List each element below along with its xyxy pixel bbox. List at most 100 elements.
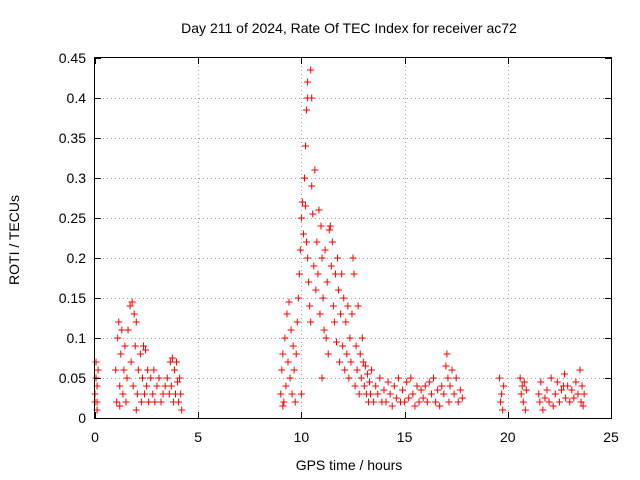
data-point: [168, 354, 176, 362]
y-tick-label: 0.3: [67, 170, 87, 186]
data-point: [536, 398, 544, 406]
data-point: [353, 366, 361, 374]
data-point: [286, 374, 294, 382]
data-point: [572, 378, 580, 386]
data-point: [287, 326, 295, 334]
data-point: [279, 402, 287, 410]
data-point: [305, 278, 313, 286]
data-point: [562, 394, 570, 402]
data-point: [155, 374, 163, 382]
data-point: [145, 398, 153, 406]
y-tick-label: 0.35: [59, 130, 86, 146]
plot-frame: [94, 57, 612, 419]
data-point: [320, 326, 328, 334]
data-point: [458, 394, 466, 402]
data-point: [356, 350, 364, 358]
data-point: [295, 270, 303, 278]
data-point: [157, 398, 165, 406]
y-tick-label: 0: [78, 410, 86, 426]
data-point: [374, 390, 382, 398]
data-point: [427, 390, 435, 398]
data-point: [302, 202, 310, 210]
data-points: [91, 66, 588, 414]
data-point: [151, 398, 159, 406]
x-tick-label: 15: [397, 429, 413, 445]
data-point: [113, 398, 121, 406]
data-point: [132, 318, 140, 326]
data-point: [518, 382, 526, 390]
data-point: [382, 398, 390, 406]
x-tick-label: 10: [294, 429, 310, 445]
y-axis-label: ROTI / TECUs: [6, 195, 22, 285]
data-point: [574, 390, 582, 398]
data-point: [174, 378, 182, 386]
data-point: [297, 214, 305, 222]
data-point: [450, 390, 458, 398]
data-point: [376, 374, 384, 382]
data-point: [407, 374, 415, 382]
data-point: [497, 398, 505, 406]
data-point: [339, 342, 347, 350]
data-point: [134, 366, 142, 374]
y-tick-label: 0.45: [59, 50, 86, 66]
data-point: [161, 382, 169, 390]
data-point: [132, 406, 140, 414]
data-point: [306, 302, 314, 310]
data-point: [315, 206, 323, 214]
data-point: [354, 302, 362, 310]
data-point: [372, 382, 380, 390]
data-point: [409, 390, 417, 398]
data-point: [116, 382, 124, 390]
data-point: [114, 334, 122, 342]
data-point: [334, 254, 342, 262]
data-point: [167, 382, 175, 390]
data-point: [335, 286, 343, 294]
data-point: [553, 378, 561, 386]
data-point: [332, 338, 340, 346]
data-point: [277, 390, 285, 398]
data-point: [539, 406, 547, 414]
data-point: [165, 390, 173, 398]
x-tick-label: 20: [500, 429, 516, 445]
data-point: [344, 302, 352, 310]
data-point: [443, 350, 451, 358]
data-point: [520, 378, 528, 386]
data-point: [579, 402, 587, 410]
data-point: [123, 374, 131, 382]
data-point: [115, 318, 123, 326]
data-point: [138, 374, 146, 382]
data-point: [116, 402, 124, 410]
y-tick-label: 0.25: [59, 210, 86, 226]
data-point: [313, 238, 321, 246]
data-point: [303, 238, 311, 246]
data-point: [121, 342, 129, 350]
data-point: [436, 402, 444, 410]
data-point: [543, 386, 551, 394]
data-point: [405, 394, 413, 402]
data-point: [323, 278, 331, 286]
y-tick-label: 0.15: [59, 290, 86, 306]
data-point: [568, 386, 576, 394]
data-point: [541, 394, 549, 402]
data-point: [126, 302, 134, 310]
data-point: [448, 366, 456, 374]
data-point: [325, 226, 333, 234]
data-point: [577, 398, 585, 406]
data-point: [166, 358, 174, 366]
data-point: [131, 342, 139, 350]
data-point: [342, 318, 350, 326]
data-point: [149, 390, 157, 398]
data-point: [314, 270, 322, 278]
data-point: [294, 294, 302, 302]
data-point: [517, 390, 525, 398]
data-point: [537, 378, 545, 386]
data-point: [557, 386, 565, 394]
data-point: [281, 334, 289, 342]
data-point: [348, 310, 356, 318]
data-point: [551, 390, 559, 398]
data-point: [399, 386, 407, 394]
data-point: [401, 398, 409, 406]
data-point: [293, 318, 301, 326]
data-point: [561, 370, 569, 378]
data-point: [321, 246, 329, 254]
